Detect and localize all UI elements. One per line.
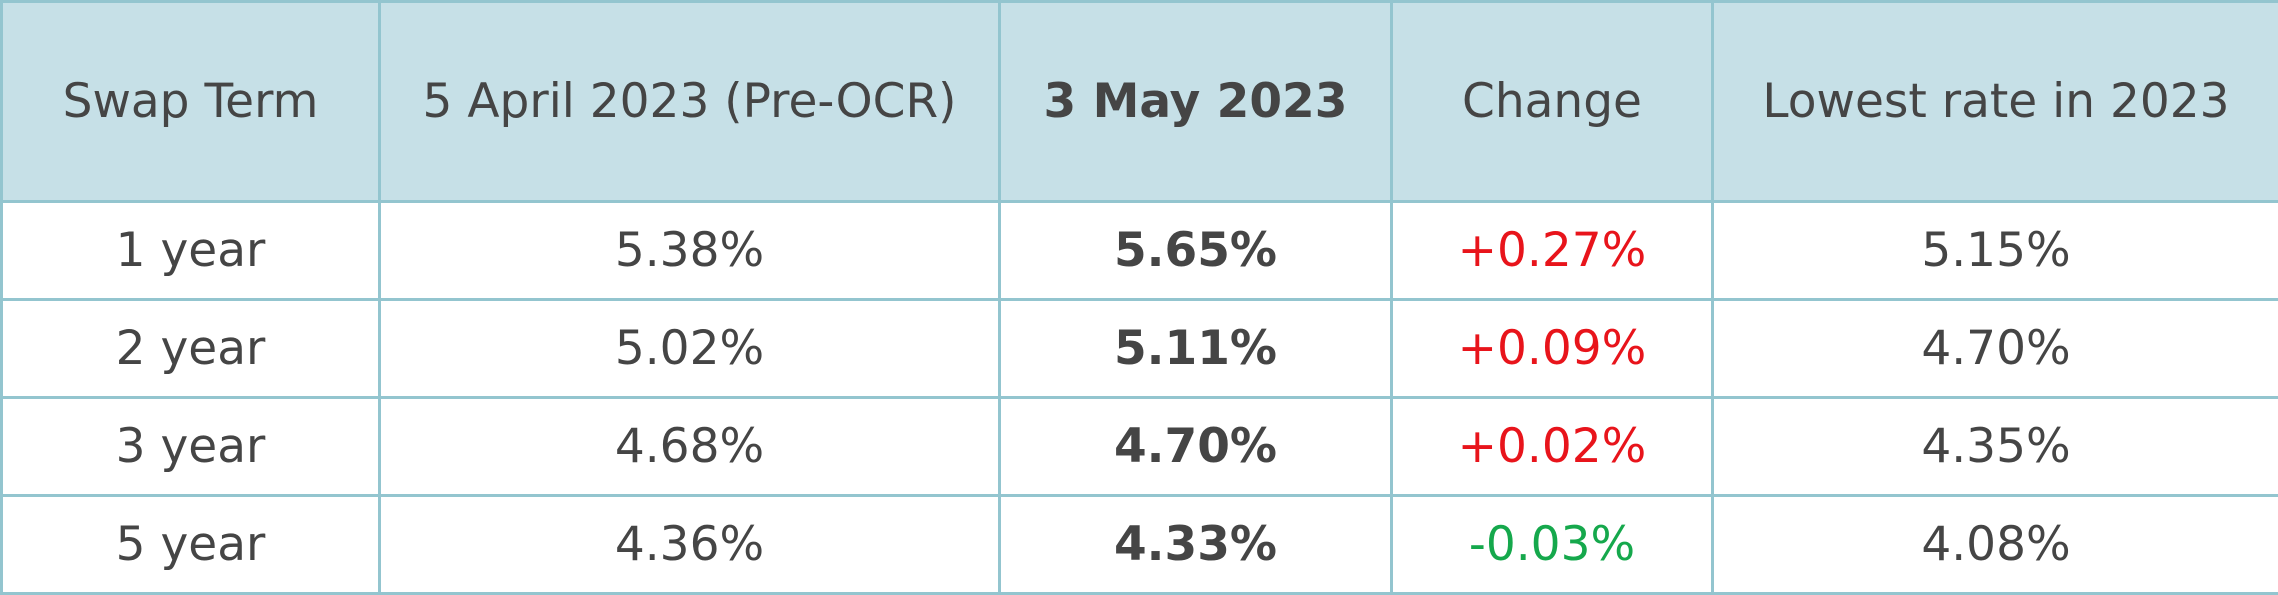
- cell: 1 year: [2, 202, 380, 300]
- cell: 4.08%: [1713, 496, 2278, 594]
- row: 3 year 4.68% 4.70% +0.02% 4.35%: [2, 398, 2278, 496]
- cell: 5.11%: [1000, 300, 1392, 398]
- cell: 4.70%: [1713, 300, 2278, 398]
- cell: 4.36%: [380, 496, 1000, 594]
- cell: 4.68%: [380, 398, 1000, 496]
- cell: +0.27%: [1392, 202, 1713, 300]
- header-cell: 3 May 2023: [1000, 2, 1392, 202]
- row: 1 year 5.38% 5.65% +0.27% 5.15%: [2, 202, 2278, 300]
- cell: +0.09%: [1392, 300, 1713, 398]
- cell: 5.65%: [1000, 202, 1392, 300]
- cell: 2 year: [2, 300, 380, 398]
- cell: 4.35%: [1713, 398, 2278, 496]
- cell: 5.38%: [380, 202, 1000, 300]
- cell: -0.03%: [1392, 496, 1713, 594]
- header-cell: 5 April 2023 (Pre-OCR): [380, 2, 1000, 202]
- cell: 3 year: [2, 398, 380, 496]
- cell: 4.33%: [1000, 496, 1392, 594]
- row: 2 year 5.02% 5.11% +0.09% 4.70%: [2, 300, 2278, 398]
- header-cell: Change: [1392, 2, 1713, 202]
- header-row: Swap Term 5 April 2023 (Pre-OCR) 3 May 2…: [2, 2, 2278, 202]
- cell: 4.70%: [1000, 398, 1392, 496]
- cell: 5.02%: [380, 300, 1000, 398]
- row: 5 year 4.36% 4.33% -0.03% 4.08%: [2, 496, 2278, 594]
- cell: 5.15%: [1713, 202, 2278, 300]
- cell: 5 year: [2, 496, 380, 594]
- header-cell: Lowest rate in 2023: [1713, 2, 2278, 202]
- header-cell: Swap Term: [2, 2, 380, 202]
- cell: +0.02%: [1392, 398, 1713, 496]
